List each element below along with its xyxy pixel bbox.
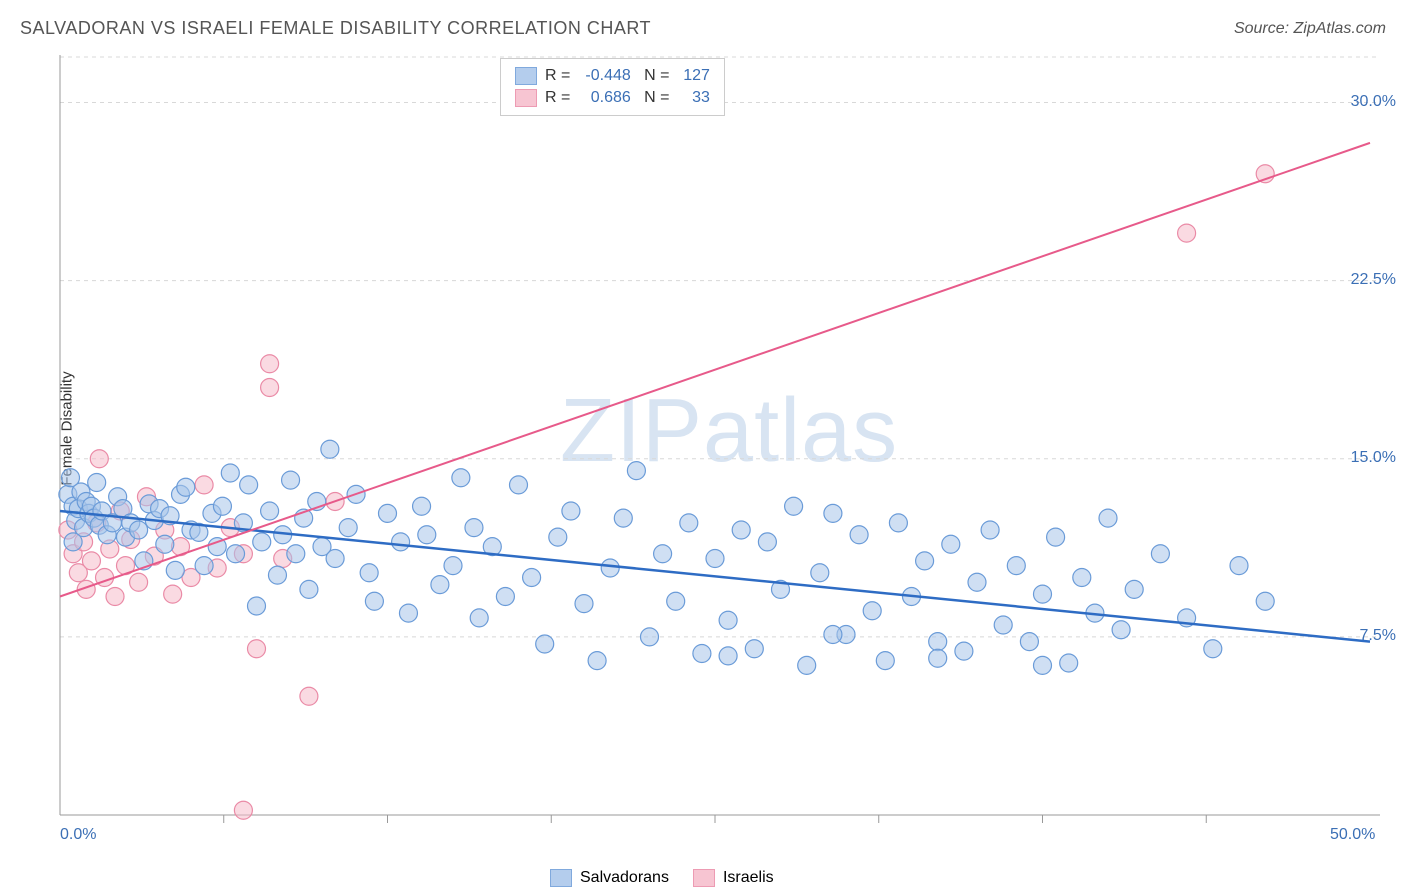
n-value-israelis: 33: [674, 89, 710, 107]
stats-israelis: R = 0.686 N = 33: [545, 89, 710, 107]
scatter-salvadorans: [59, 440, 1274, 674]
x-tick-label: 0.0%: [60, 826, 96, 844]
n-value-salvadorans: 127: [674, 67, 710, 85]
legend-item-salvadorans: Salvadorans: [550, 869, 669, 887]
swatch-israelis: [693, 869, 715, 887]
legend-row-salvadorans: R = -0.448 N = 127: [515, 65, 710, 87]
scatter-plot: [50, 55, 1386, 835]
y-tick-label: 15.0%: [1351, 449, 1396, 467]
legend-item-israelis: Israelis: [693, 869, 774, 887]
swatch-salvadorans: [515, 67, 537, 85]
n-label: N =: [644, 67, 669, 84]
legend-series: Salvadorans Israelis: [550, 869, 774, 887]
y-tick-label: 22.5%: [1351, 271, 1396, 289]
swatch-salvadorans: [550, 869, 572, 887]
legend-statistics: R = -0.448 N = 127 R = 0.686 N = 33: [500, 58, 725, 116]
scatter-israelis: [59, 165, 1274, 820]
x-tick-label: 50.0%: [1330, 826, 1375, 844]
chart-title: SALVADORAN VS ISRAELI FEMALE DISABILITY …: [20, 18, 651, 39]
swatch-israelis: [515, 89, 537, 107]
legend-label-salvadorans: Salvadorans: [580, 869, 669, 887]
r-label: R =: [545, 89, 570, 106]
y-tick-label: 30.0%: [1351, 93, 1396, 111]
chart-source: Source: ZipAtlas.com: [1234, 20, 1386, 38]
axes: [60, 55, 1380, 823]
y-tick-label: 7.5%: [1360, 627, 1396, 645]
legend-row-israelis: R = 0.686 N = 33: [515, 87, 710, 109]
legend-label-israelis: Israelis: [723, 869, 774, 887]
r-label: R =: [545, 67, 570, 84]
n-label: N =: [644, 89, 669, 106]
chart-header: SALVADORAN VS ISRAELI FEMALE DISABILITY …: [20, 18, 1386, 39]
r-value-salvadorans: -0.448: [575, 67, 631, 85]
stats-salvadorans: R = -0.448 N = 127: [545, 67, 710, 85]
r-value-israelis: 0.686: [575, 89, 631, 107]
